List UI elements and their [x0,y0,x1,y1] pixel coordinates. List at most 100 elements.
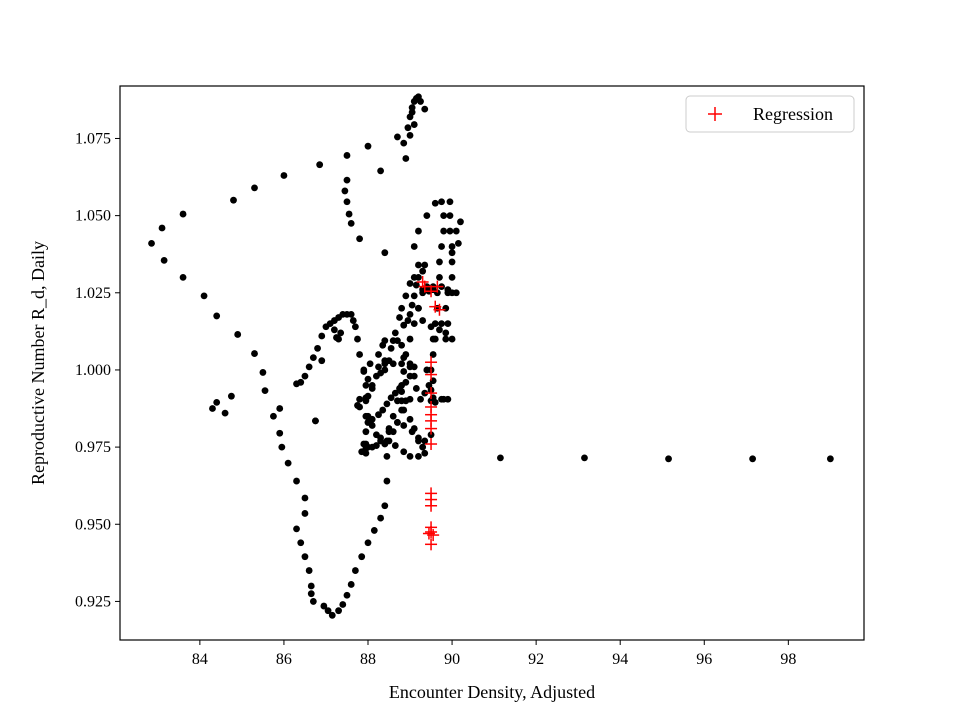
data-point [423,212,431,220]
data-point [339,601,347,608]
data-point [307,582,315,590]
data-point [284,459,292,467]
data-point [436,326,443,334]
data-point [391,329,399,337]
data-point [400,368,408,375]
data-point [400,354,408,361]
data-point [497,454,504,462]
data-point [364,539,372,547]
data-point [406,452,414,460]
data-point [301,510,309,517]
data-point [385,425,393,432]
data-point [402,292,410,300]
data-point [160,256,168,264]
data-point [230,196,237,204]
data-point [343,176,351,184]
data-point [345,210,353,218]
data-point [400,406,408,414]
data-point [358,448,366,456]
y-tick-label: 1.075 [75,130,111,147]
data-point [251,184,258,192]
data-point [452,227,460,235]
y-axis-label: Reproductive Number R_d, Daily [28,241,48,485]
data-point [400,448,408,456]
data-point [442,329,450,337]
data-point [417,395,424,403]
y-tick-label: 0.925 [75,593,111,610]
data-point [381,249,389,257]
data-point [408,108,416,116]
data-point [322,323,330,331]
data-point [362,381,370,389]
x-tick-label: 88 [360,651,376,668]
data-point [444,289,452,297]
data-point [347,219,355,227]
data-point [383,437,391,445]
data-point [412,281,420,289]
data-point [293,525,300,533]
legend: Regression [685,95,855,133]
regression-point [425,499,438,512]
data-point [444,320,452,328]
data-point [394,133,401,141]
data-point [366,360,374,368]
axes-frame [119,85,865,641]
data-point [410,292,418,300]
data-point [446,227,454,235]
data-point [341,187,349,195]
data-point [343,591,351,599]
x-tick-label: 84 [192,651,208,668]
data-point [375,411,382,419]
data-point [410,425,418,432]
y-tick-label: 0.975 [75,439,111,456]
data-point [404,317,412,324]
data-point [305,363,313,371]
data-point [431,199,439,207]
data-point [444,395,452,403]
data-point [356,403,363,411]
data-point [362,412,370,420]
data-point [276,405,284,412]
data-point [364,375,372,383]
data-point [320,602,328,610]
data-point [387,344,395,352]
data-point [328,611,336,619]
data-point [448,258,456,266]
data-point [261,387,269,395]
data-point [398,341,406,349]
data-point [309,598,317,605]
x-tick-label: 94 [612,651,628,668]
regression-point [425,368,438,381]
x-tick-label: 86 [276,651,292,668]
data-point [375,363,382,371]
data-point [360,366,368,374]
data-point [406,310,414,318]
x-tick-label: 92 [528,651,544,668]
data-point [179,273,187,281]
data-point [333,334,340,341]
data-point [454,240,462,247]
data-point [402,378,410,386]
y-tick-label: 1.050 [75,208,111,225]
data-point [227,392,235,400]
data-point [383,452,391,460]
data-point [356,395,363,403]
data-point [431,335,439,343]
data-point [419,317,427,324]
data-point [314,344,321,352]
data-point [330,326,338,334]
data-point [427,431,435,439]
data-point [351,323,359,331]
data-point [396,314,403,321]
regression-point [425,356,438,369]
regression-point [425,387,438,400]
data-point [370,527,378,534]
data-point [406,131,414,139]
data-point [421,449,429,457]
data-point [389,412,397,420]
data-point [356,235,363,243]
data-point [442,304,450,312]
data-point [158,224,166,232]
data-point [448,273,456,281]
